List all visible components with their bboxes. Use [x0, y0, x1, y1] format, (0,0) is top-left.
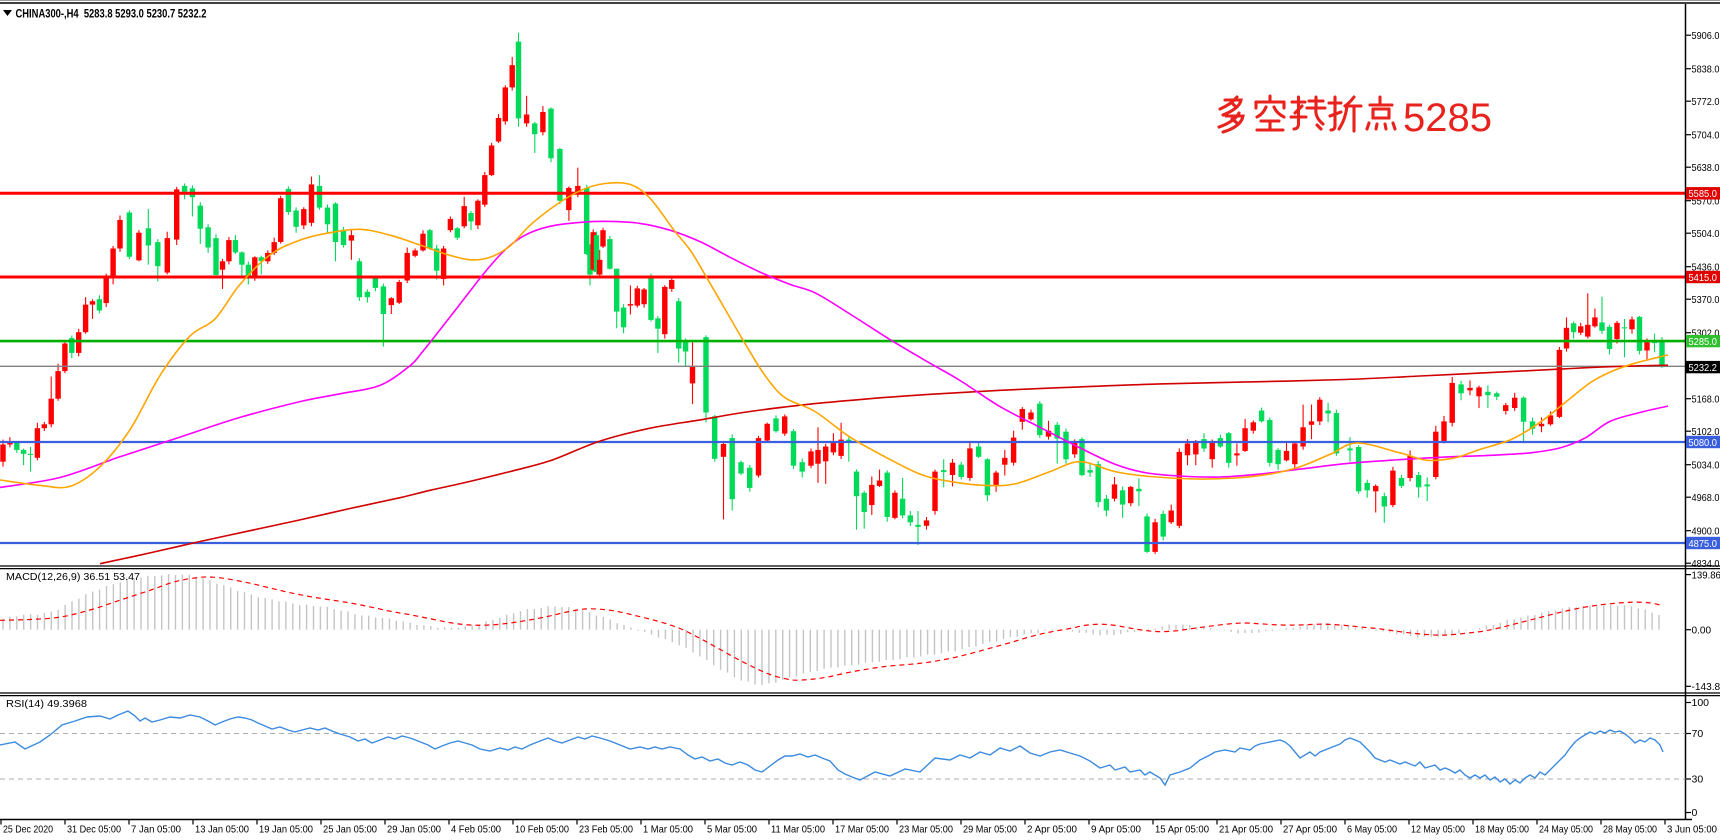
svg-text:29 Mar 05:00: 29 Mar 05:00 [963, 824, 1017, 836]
svg-text:6 May 05:00: 6 May 05:00 [1347, 824, 1397, 836]
svg-text:21 Apr 05:00: 21 Apr 05:00 [1219, 824, 1273, 836]
svg-text:5585.0: 5585.0 [1689, 188, 1718, 200]
svg-text:3 Jun 05:00: 3 Jun 05:00 [1667, 824, 1717, 836]
svg-text:15 Apr 05:00: 15 Apr 05:00 [1155, 824, 1209, 836]
svg-text:5285: 5285 [1403, 96, 1492, 140]
svg-text:12 May 05:00: 12 May 05:00 [1411, 824, 1465, 836]
svg-text:1 Mar 05:00: 1 Mar 05:00 [643, 824, 693, 836]
svg-text:5 Mar 05:00: 5 Mar 05:00 [707, 824, 757, 836]
svg-text:5370.0: 5370.0 [1692, 294, 1720, 306]
svg-text:28 May 05:00: 28 May 05:00 [1603, 824, 1657, 836]
svg-text:70: 70 [1692, 728, 1704, 740]
svg-text:27 Apr 05:00: 27 Apr 05:00 [1283, 824, 1337, 836]
svg-text:RSI(14) 49.3968: RSI(14) 49.3968 [6, 698, 87, 710]
svg-text:31 Dec 05:00: 31 Dec 05:00 [67, 824, 121, 836]
svg-text:5638.0: 5638.0 [1692, 162, 1720, 174]
svg-text:5906.0: 5906.0 [1692, 30, 1720, 42]
svg-text:CHINA300-,H4 5283.8 5293.0 52: CHINA300-,H4 5283.8 5293.0 5230.7 5232.2 [16, 9, 207, 21]
svg-text:100: 100 [1692, 697, 1710, 709]
svg-text:4834.0: 4834.0 [1692, 558, 1720, 570]
svg-text:4968.0: 4968.0 [1692, 492, 1720, 504]
svg-text:5415.0: 5415.0 [1689, 272, 1718, 284]
svg-text:25 Jan 05:00: 25 Jan 05:00 [323, 824, 377, 836]
svg-text:5838.0: 5838.0 [1692, 63, 1720, 75]
svg-text:23 Feb 05:00: 23 Feb 05:00 [579, 824, 633, 836]
svg-text:4875.0: 4875.0 [1689, 538, 1718, 550]
svg-text:5704.0: 5704.0 [1692, 129, 1720, 141]
svg-text:29 Jan 05:00: 29 Jan 05:00 [387, 824, 441, 836]
svg-text:5168.0: 5168.0 [1692, 393, 1720, 405]
svg-text:25 Dec 2020: 25 Dec 2020 [3, 824, 53, 836]
svg-text:17 Mar 05:00: 17 Mar 05:00 [835, 824, 889, 836]
svg-text:4900.0: 4900.0 [1692, 525, 1720, 537]
svg-text:13 Jan 05:00: 13 Jan 05:00 [195, 824, 249, 836]
svg-text:0.00: 0.00 [1692, 624, 1712, 636]
svg-text:4 Feb 05:00: 4 Feb 05:00 [451, 824, 501, 836]
svg-text:5102.0: 5102.0 [1692, 426, 1720, 438]
svg-text:9 Apr 05:00: 9 Apr 05:00 [1091, 824, 1141, 836]
svg-text:5034.0: 5034.0 [1692, 459, 1720, 471]
svg-text:23 Mar 05:00: 23 Mar 05:00 [899, 824, 953, 836]
svg-text:-143.82: -143.82 [1692, 681, 1720, 693]
svg-text:30: 30 [1692, 774, 1704, 786]
svg-text:5772.0: 5772.0 [1692, 96, 1720, 108]
svg-text:5436.0: 5436.0 [1692, 261, 1720, 273]
svg-text:11 Mar 05:00: 11 Mar 05:00 [771, 824, 825, 836]
svg-text:7 Jan 05:00: 7 Jan 05:00 [131, 824, 181, 836]
svg-text:18 May 05:00: 18 May 05:00 [1475, 824, 1529, 836]
svg-text:0: 0 [1692, 807, 1698, 819]
svg-text:5285.0: 5285.0 [1689, 336, 1718, 348]
svg-text:5080.0: 5080.0 [1689, 437, 1718, 449]
svg-text:5504.0: 5504.0 [1692, 228, 1720, 240]
svg-text:10 Feb 05:00: 10 Feb 05:00 [515, 824, 569, 836]
svg-text:139.86: 139.86 [1692, 569, 1720, 581]
svg-text:5232.2: 5232.2 [1689, 362, 1718, 374]
svg-text:2 Apr 05:00: 2 Apr 05:00 [1027, 824, 1077, 836]
svg-text:19 Jan 05:00: 19 Jan 05:00 [259, 824, 313, 836]
svg-text:24 May 05:00: 24 May 05:00 [1539, 824, 1593, 836]
svg-text:MACD(12,26,9) 36.51 53.47: MACD(12,26,9) 36.51 53.47 [6, 571, 140, 583]
